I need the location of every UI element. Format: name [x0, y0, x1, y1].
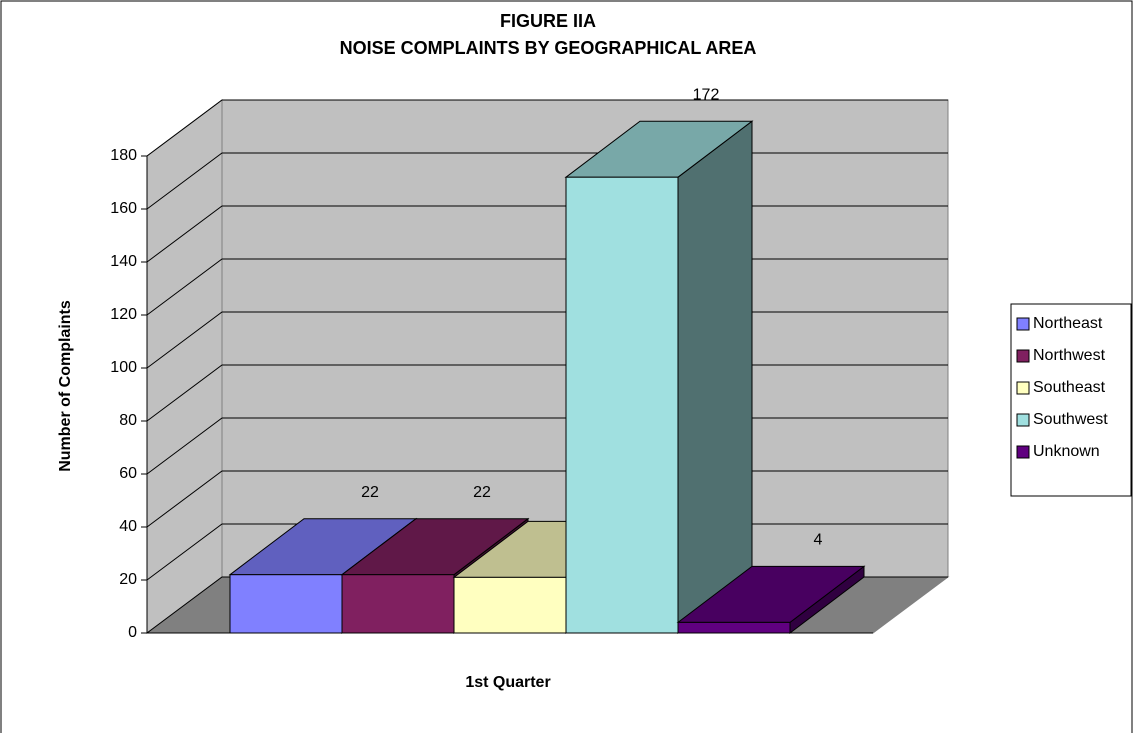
data-label: 22 [361, 484, 379, 501]
legend-swatch [1016, 317, 1030, 331]
x-axis-label: 1st Quarter [465, 674, 550, 691]
y-tick-label: 80 [119, 412, 137, 429]
legend-label: Northwest [1033, 347, 1106, 364]
y-tick-label: 0 [128, 624, 137, 641]
side-wall [146, 99, 223, 634]
legend-label: Southeast [1033, 379, 1106, 396]
legend-label: Northeast [1033, 315, 1103, 332]
bar [341, 574, 455, 634]
bar [229, 574, 343, 634]
y-tick-label: 160 [110, 200, 137, 217]
bar [565, 176, 679, 634]
legend-swatch [1016, 349, 1030, 363]
bar-side [677, 120, 753, 635]
y-tick-label: 180 [110, 147, 137, 164]
y-tick-label: 60 [119, 465, 137, 482]
data-label: 22 [473, 484, 491, 501]
bar [677, 621, 791, 634]
data-label: 4 [814, 532, 823, 549]
y-tick-label: 120 [110, 306, 137, 323]
data-label: 172 [693, 86, 720, 103]
y-tick-label: 40 [119, 518, 137, 535]
grid-line [146, 99, 948, 157]
y-tick-label: 20 [119, 571, 137, 588]
y-tick-label: 140 [110, 253, 137, 270]
y-tick-label: 100 [110, 359, 137, 376]
legend-label: Unknown [1033, 443, 1100, 460]
legend-label: Southwest [1033, 411, 1108, 428]
legend-box [1010, 303, 1132, 497]
legend-swatch [1016, 381, 1030, 395]
chart-title: FIGURE IIA [500, 11, 596, 31]
legend-swatch [1016, 413, 1030, 427]
y-axis-label: Number of Complaints [57, 300, 74, 472]
legend-swatch [1016, 445, 1030, 459]
chart-subtitle: NOISE COMPLAINTS BY GEOGRAPHICAL AREA [340, 38, 757, 58]
bar [453, 576, 567, 634]
